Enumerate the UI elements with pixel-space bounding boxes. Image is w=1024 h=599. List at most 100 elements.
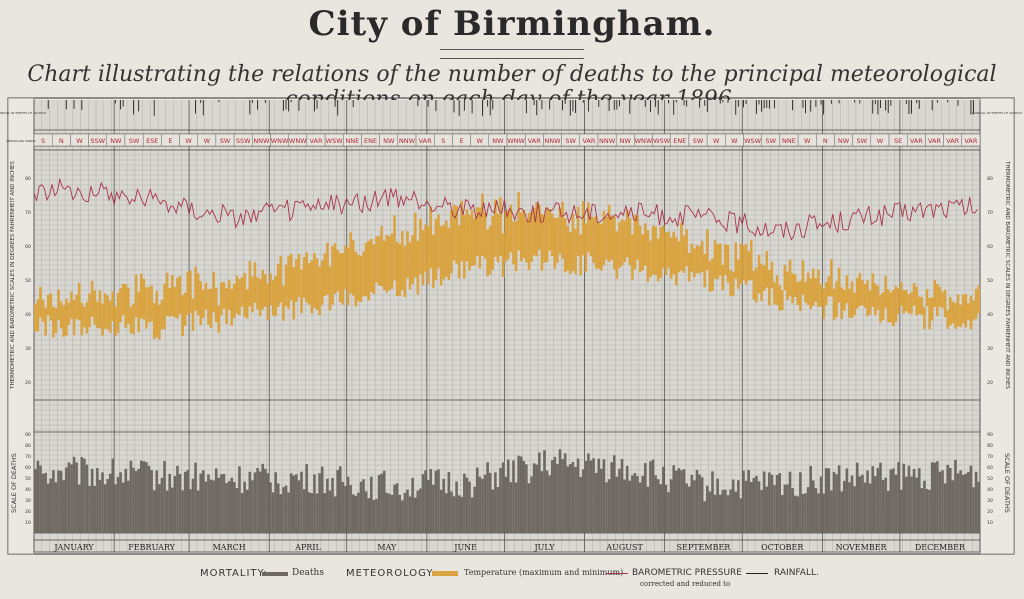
temperature-bar: [550, 213, 554, 257]
temperature-bar: [204, 282, 208, 310]
temperature-bar: [152, 303, 156, 340]
death-bar: [214, 468, 218, 533]
death-bar: [478, 476, 482, 533]
death-bar: [920, 488, 924, 533]
death-bar: [90, 468, 94, 533]
death-bar: [972, 487, 975, 533]
temperature-bar: [460, 200, 464, 262]
death-bar: [827, 468, 831, 533]
temperature-bar: [620, 219, 624, 266]
death-bar: [429, 469, 433, 533]
temperature-bar: [850, 281, 854, 318]
death-bar: [217, 477, 221, 533]
wind-label: NNE: [345, 137, 359, 145]
death-bar: [121, 482, 125, 533]
death-bar: [388, 493, 391, 533]
temperature-bar: [687, 252, 691, 282]
month-label: JUNE: [453, 543, 477, 552]
temperature-bar: [737, 259, 740, 289]
temperature-bar: [866, 280, 869, 317]
temperature-bar: [695, 245, 699, 274]
temperature-bar: [127, 287, 130, 324]
temperature-bar: [408, 242, 412, 290]
death-bar: [607, 479, 611, 533]
temperature-bar: [863, 283, 867, 308]
temperature-bar: [385, 234, 389, 293]
death-bar: [801, 493, 805, 533]
temperature-bar: [682, 235, 686, 273]
temperature-bar: [706, 229, 709, 271]
death-bar: [698, 474, 701, 533]
temperature-bar: [253, 262, 257, 303]
death-bar: [819, 476, 823, 533]
death-bar: [85, 464, 89, 533]
death-bar: [426, 479, 430, 533]
thermo-tick-label: 60: [987, 244, 993, 250]
temperature-bar: [390, 233, 394, 289]
death-bar: [57, 470, 60, 533]
death-bar: [49, 478, 53, 533]
temperature-bar: [651, 225, 655, 275]
death-bar: [178, 473, 182, 533]
temperature-bar: [628, 217, 632, 266]
temperature-bar: [579, 234, 582, 276]
deaths-tick-label: 40: [987, 487, 993, 493]
death-bar: [597, 458, 601, 533]
death-bar: [780, 495, 784, 533]
temperature-bar: [843, 289, 846, 311]
temperature-bar: [646, 230, 650, 282]
death-bar: [380, 473, 383, 533]
temperature-bar: [643, 223, 647, 266]
temperature-bar: [54, 307, 58, 333]
wind-label: SW: [693, 137, 704, 145]
death-bar: [540, 471, 544, 533]
death-bar: [344, 485, 347, 533]
temperature-bar: [561, 201, 564, 259]
temperature-bar: [504, 210, 507, 262]
death-bar: [83, 458, 86, 533]
legend-rainfall-label: RAINFALL.: [774, 568, 819, 578]
temperature-bar: [943, 289, 947, 318]
temperature-bar: [607, 204, 611, 263]
legend-deaths-swatch: [262, 572, 288, 576]
temperature-bar: [760, 263, 763, 302]
death-bar: [176, 465, 179, 533]
death-bar: [778, 473, 781, 533]
death-bar: [519, 456, 523, 533]
death-bar: [258, 471, 262, 533]
death-bar: [413, 497, 417, 533]
temperature-bar: [62, 305, 66, 337]
death-bar: [248, 471, 252, 533]
temperature-bar: [726, 245, 730, 283]
death-bar: [463, 473, 466, 533]
death-bar: [700, 477, 704, 533]
temperature-bar: [752, 270, 756, 300]
temperature-bar: [667, 231, 670, 268]
death-bar: [354, 495, 358, 533]
temperature-bar: [824, 282, 828, 306]
temperature-bar: [861, 279, 864, 306]
legend-mortality-label: MORTALITY:: [200, 568, 268, 579]
death-bar: [398, 494, 402, 533]
deaths-tick-label: 20: [987, 509, 993, 515]
death-bar: [925, 488, 929, 533]
temperature-bar: [773, 282, 776, 305]
death-bar: [72, 456, 76, 533]
deaths-tick-label: 30: [987, 498, 993, 504]
death-bar: [351, 494, 355, 533]
temperature-bar: [514, 221, 518, 272]
temperature-bar: [897, 288, 900, 314]
temperature-bar: [509, 204, 513, 253]
temperature-bar: [150, 285, 153, 322]
death-bar: [98, 480, 102, 533]
temperature-bar: [708, 261, 712, 292]
temperature-bar: [119, 288, 122, 323]
death-bar: [357, 492, 360, 533]
month-label: MAY: [377, 543, 397, 552]
death-bar: [514, 482, 518, 533]
death-bar: [703, 501, 707, 533]
temperature-bar: [269, 273, 272, 306]
temperature-bar: [874, 283, 877, 316]
legend-corrected-label: corrected and reduced to: [640, 580, 731, 588]
death-bar: [762, 471, 766, 533]
